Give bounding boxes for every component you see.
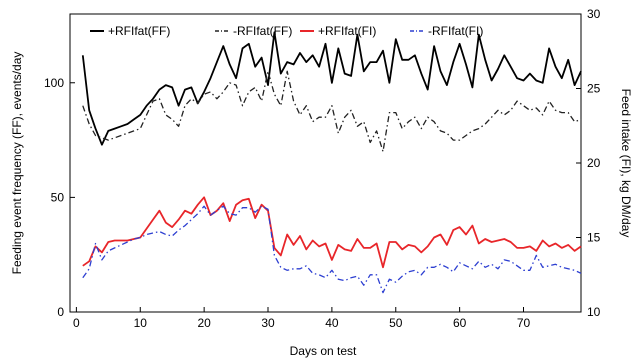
series-line-2 [82, 70, 582, 153]
legend-label: +RFIfat(FF) [108, 24, 170, 38]
x-tick-label: 40 [325, 316, 339, 330]
plot-frame [69, 13, 582, 313]
y-left-tick-label: 50 [51, 190, 65, 204]
y-right-tick-label: 30 [587, 7, 601, 21]
y-right-tick-label: 25 [587, 82, 601, 96]
x-tick-label: 0 [73, 316, 80, 330]
y-right-tick-label: 15 [587, 231, 601, 245]
y-left-tick-label: 100 [44, 76, 64, 90]
legend: +RFIfat(FF) -RFIfat(FF) +RFIfat(FI) -RFIfat… [90, 24, 483, 38]
x-tick-label: 10 [134, 316, 148, 330]
x-axis-title: Days on test [290, 344, 357, 358]
series-line-4 [82, 205, 582, 294]
legend-label: -RFIfat(FF) [233, 24, 292, 38]
x-tick-label: 50 [389, 316, 403, 330]
x-tick-label: 20 [197, 316, 211, 330]
x-tick-label: 30 [261, 316, 275, 330]
x-tick-label: 70 [517, 316, 531, 330]
x-tick-label: 60 [453, 316, 467, 330]
y-right-tick-label: 20 [587, 156, 601, 170]
ticks-layer: 0 10 20 30 40 50 60 70 0 50 100 10 15 20 25 30 [44, 7, 601, 330]
series-layer [81, 31, 582, 294]
y-right-tick-label: 10 [587, 305, 601, 319]
y-axis-right-title: Feed intake (FI), kg DM/day [619, 89, 631, 238]
series-line-3 [82, 196, 582, 269]
series-line-1 [81, 31, 582, 146]
legend-label: -RFIfat(FI) [428, 24, 483, 38]
y-left-tick-label: 0 [57, 305, 64, 319]
y-axis-left-title: Feeding event frequency (FF), events/day [10, 52, 24, 275]
legend-label: +RFIfat(FI) [318, 24, 376, 38]
